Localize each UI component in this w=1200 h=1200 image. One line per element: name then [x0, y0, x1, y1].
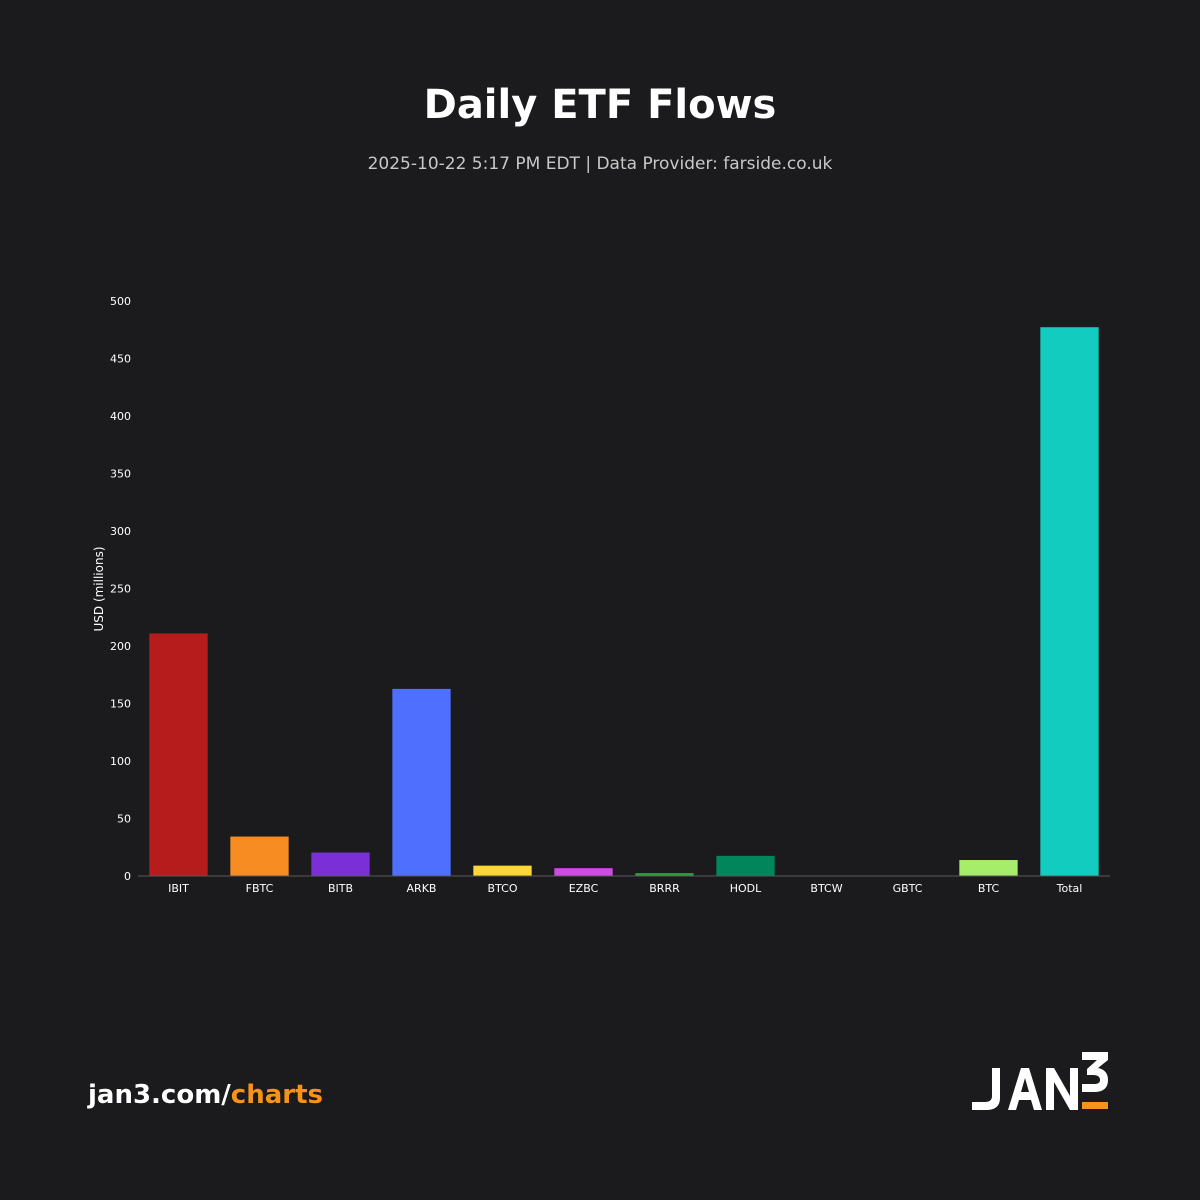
y-tick-label: 0 — [124, 870, 131, 883]
bar-bitb[interactable] — [311, 852, 370, 876]
bar-arkb[interactable] — [392, 688, 451, 876]
x-tick-label: ARKB — [407, 882, 437, 895]
y-tick-label: 400 — [110, 410, 131, 423]
y-axis-label: USD (millions) — [92, 546, 106, 631]
x-tick-label: IBIT — [168, 882, 189, 895]
x-axis-labels: IBIT FBTC BITB ARKB BTCO EZBC BRRR HODL BTCW GBTC… — [168, 882, 1082, 895]
x-tick-label: BTCW — [810, 882, 842, 895]
bar-brrr[interactable] — [635, 873, 694, 876]
x-tick-label: Total — [1056, 882, 1083, 895]
footer-link-accent: charts — [230, 1080, 323, 1110]
bar-ezbc[interactable] — [554, 868, 613, 876]
bar-fbtc[interactable] — [230, 836, 289, 876]
y-tick-label: 150 — [110, 698, 131, 711]
chart-title: Daily ETF Flows — [423, 82, 777, 128]
x-tick-label: BITB — [328, 882, 353, 895]
y-tick-label: 250 — [110, 583, 131, 596]
y-tick-label: 500 — [110, 295, 131, 308]
x-tick-label: BTC — [978, 882, 1000, 895]
x-tick-label: BTCO — [488, 882, 518, 895]
bars — [149, 327, 1099, 877]
jan3-logo — [972, 1052, 1108, 1110]
x-tick-label: EZBC — [569, 882, 599, 895]
bar-total[interactable] — [1040, 327, 1099, 877]
y-axis-ticks: 0 50 100 150 200 250 300 350 400 450 500 — [110, 295, 131, 883]
y-tick-label: 350 — [110, 468, 131, 481]
y-tick-label: 200 — [110, 640, 131, 653]
bar-chart: 0 50 100 150 200 250 300 350 400 450 500 IBIT FBTC B… — [92, 295, 1110, 895]
y-tick-label: 450 — [110, 353, 131, 366]
bar-ibit[interactable] — [149, 633, 208, 876]
footer-link[interactable]: jan3.com/charts — [88, 1080, 323, 1110]
bar-btco[interactable] — [473, 865, 532, 876]
x-tick-label: BRRR — [649, 882, 680, 895]
bar-hodl[interactable] — [716, 855, 775, 876]
bar-btc[interactable] — [959, 860, 1018, 876]
y-tick-label: 100 — [110, 755, 131, 768]
x-tick-label: GBTC — [893, 882, 923, 895]
x-tick-label: HODL — [730, 882, 762, 895]
y-tick-label: 50 — [117, 813, 131, 826]
footer-link-base: jan3.com/ — [88, 1080, 231, 1110]
y-tick-label: 300 — [110, 525, 131, 538]
chart-subtitle: 2025-10-22 5:17 PM EDT | Data Provider: … — [367, 154, 833, 174]
x-tick-label: FBTC — [246, 882, 274, 895]
